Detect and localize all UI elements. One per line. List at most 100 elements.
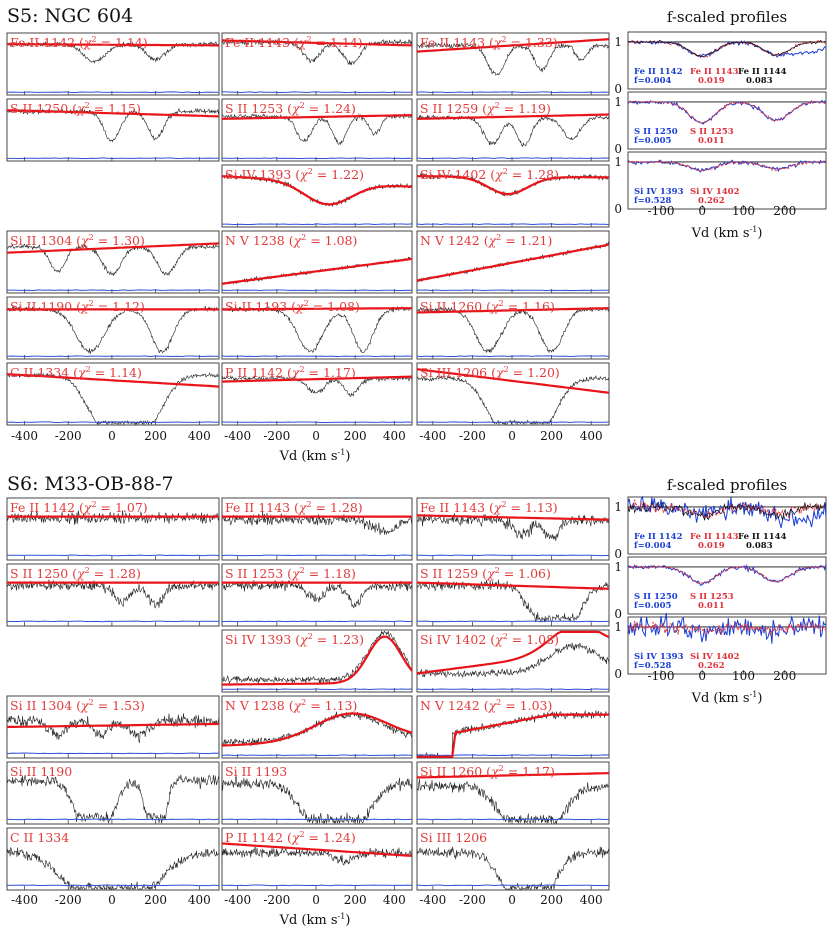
- error-line: [221, 688, 413, 691]
- error-line: [221, 884, 413, 887]
- panel-label: Si II 1190 (χ2 = 1.12): [10, 299, 145, 314]
- data-line: [416, 642, 610, 679]
- error-line: [416, 884, 610, 887]
- x-tick-label: -400: [419, 429, 446, 443]
- x-tick-label: 200: [344, 893, 367, 907]
- fscaled-x-axis-label: Vd (km s-1): [691, 225, 763, 241]
- x-tick-label: -200: [263, 429, 290, 443]
- section-title: S5: NGC 604: [7, 5, 133, 27]
- spectrum-panel: S II 1259 (χ2 = 1.19): [416, 98, 610, 162]
- fscaled-ion-label: S II 1253: [690, 592, 734, 602]
- spectrum-panel: S II 1250 (χ2 = 1.15): [6, 98, 220, 162]
- panel-frame: [6, 98, 220, 162]
- data-line: [6, 774, 220, 824]
- y-tick-label: 0: [614, 142, 622, 156]
- spectrum-panel: S II 1259 (χ2 = 1.06): [416, 563, 610, 627]
- x-tick-label: -200: [263, 893, 290, 907]
- x-tick-label: 400: [383, 429, 406, 443]
- x-tick-label: -200: [459, 429, 486, 443]
- fscaled-frame: [627, 91, 827, 150]
- spectrum-panel: C II 1334 (χ2 = 1.14): [6, 362, 220, 426]
- fit-line: [7, 43, 219, 47]
- panel-frame: [416, 629, 610, 693]
- spectrum-panel: N V 1242 (χ2 = 1.21): [416, 230, 610, 294]
- panel-label: Si II 1193 (χ2 = 1.08): [225, 299, 360, 314]
- x-tick-label: -400: [419, 893, 446, 907]
- spectrum-panel: Si III 1206 (χ2 = 1.20): [416, 362, 610, 426]
- x-tick-label: 0: [312, 429, 320, 443]
- error-line: [416, 754, 610, 757]
- x-tick-label: -400: [11, 429, 38, 443]
- panel-label: Fe II 1143 (χ2 = 1.14): [225, 35, 363, 50]
- error-line: [221, 620, 413, 623]
- fit-line: [6, 242, 220, 254]
- error-line: [6, 554, 220, 557]
- panel-label: S II 1253 (χ2 = 1.18): [225, 566, 356, 581]
- error-line: [221, 289, 413, 292]
- spectrum-panel: Fe II 1142 (χ2 = 1.07): [6, 497, 220, 561]
- y-tick-label: 0: [614, 667, 622, 681]
- x-tick-label: 200: [540, 893, 563, 907]
- x-tick-label: 0: [108, 429, 116, 443]
- fscaled-line: [627, 565, 827, 584]
- fscaled-ion-label: Si IV 1393: [634, 652, 684, 662]
- fscaled-x-tick-label: 200: [773, 669, 796, 683]
- data-line: [221, 776, 413, 825]
- x-tick-label: -200: [459, 893, 486, 907]
- fit-line: [221, 842, 413, 857]
- fscaled-f-value: 0.262: [698, 196, 725, 206]
- data-line: [6, 846, 220, 891]
- panel-label: S II 1250 (χ2 = 1.28): [10, 566, 141, 581]
- error-line: [221, 421, 413, 423]
- fscaled-x-tick-label: 100: [732, 669, 755, 683]
- fscaled-line: [627, 501, 827, 522]
- x-tick-label: 200: [344, 429, 367, 443]
- spectrum-panel: S II 1253 (χ2 = 1.18): [221, 563, 413, 627]
- spectrum-panel: Si IV 1402 (χ2 = 1.08): [416, 629, 610, 693]
- panel-frame: [221, 98, 413, 162]
- data-line: [221, 305, 413, 354]
- error-line: [221, 818, 413, 821]
- spectrum-panel: Si II 1304 (χ2 = 1.30): [6, 230, 220, 294]
- fit-line: [416, 307, 609, 314]
- panel-frame: [221, 563, 413, 627]
- panel-label: C II 1334 (χ2 = 1.14): [10, 365, 142, 380]
- panel-label: Si IV 1393 (χ2 = 1.22): [225, 167, 364, 182]
- panel-frame: [221, 362, 413, 426]
- fscaled-line: [627, 39, 827, 58]
- y-tick-label: 0: [614, 202, 622, 216]
- fit-line: [6, 722, 220, 729]
- fscaled-f-value: f=0.528: [634, 661, 671, 671]
- spectrum-panel: Si II 1260 (χ2 = 1.17): [416, 761, 610, 825]
- y-tick-label: 1: [614, 95, 622, 109]
- error-line: [417, 620, 609, 623]
- data-line: [6, 579, 220, 609]
- y-tick-label: 0: [614, 547, 622, 561]
- spectrum-panel: Si IV 1402 (χ2 = 1.28): [416, 164, 610, 228]
- fit-line: [416, 630, 610, 675]
- fscaled-f-value: f=0.528: [634, 196, 671, 206]
- fscaled-f-value: 0.083: [746, 76, 773, 86]
- error-line: [417, 554, 610, 557]
- panel-label: S II 1250 (χ2 = 1.15): [10, 101, 141, 116]
- data-line: [221, 511, 413, 535]
- x-tick-label: 200: [540, 429, 563, 443]
- x-tick-label: 400: [188, 429, 211, 443]
- panel-label: Si III 1206 (χ2 = 1.20): [420, 365, 560, 380]
- spectrum-panel: Fe II 1142 (χ2 = 1.14): [6, 32, 220, 96]
- fit-line: [221, 712, 413, 747]
- section-s6: S6: M33-OB-88-7 Fe II 1142 (χ2 = 1.07) Fe …: [6, 473, 827, 928]
- x-tick-label: 400: [383, 893, 406, 907]
- panel-frame: [6, 362, 220, 426]
- spectrum-panel: Si III 1206: [416, 827, 610, 891]
- data-line: [416, 306, 610, 354]
- error-line: [6, 752, 220, 755]
- error-line: [221, 157, 413, 160]
- panel-frame: [416, 761, 610, 825]
- fit-line: [221, 175, 413, 206]
- spectrum-panel: Si II 1193: [221, 761, 413, 825]
- panel-label: Fe II 1142 (χ2 = 1.07): [10, 500, 148, 515]
- fscaled-x-tick-label: 0: [698, 669, 706, 683]
